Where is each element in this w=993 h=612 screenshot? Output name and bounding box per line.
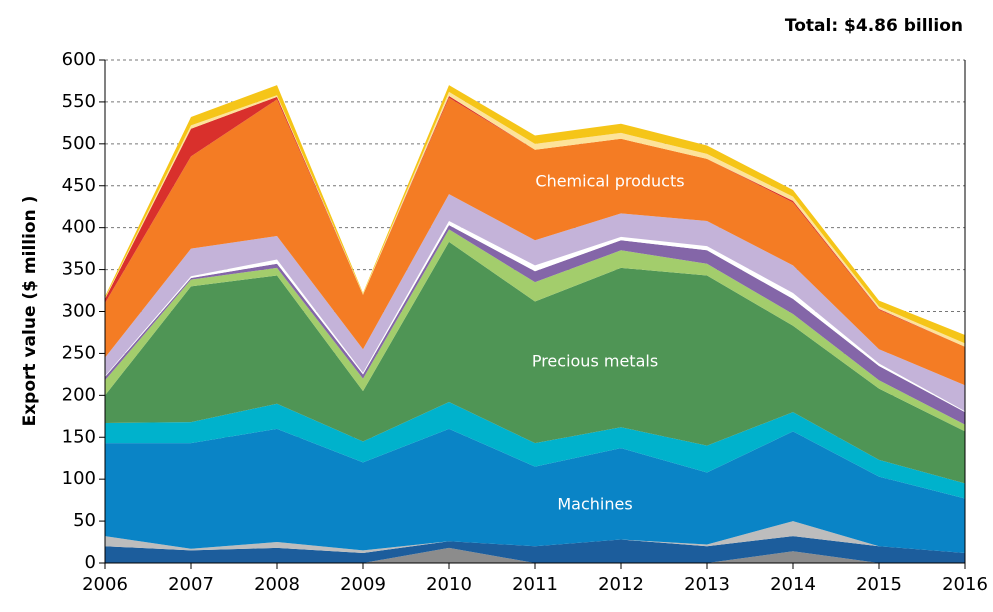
y-tick-label: 550	[62, 91, 96, 112]
area	[105, 225, 965, 425]
x-tick-label: 2015	[856, 574, 902, 595]
annotation: Chemical products	[535, 172, 684, 191]
y-tick-label: 0	[85, 552, 96, 573]
x-tick-label: 2006	[82, 574, 128, 595]
x-tick-label: 2016	[942, 574, 988, 595]
y-tick-label: 450	[62, 175, 96, 196]
y-tick-label: 350	[62, 259, 96, 280]
y-tick-label: 150	[62, 426, 96, 447]
x-tick-label: 2007	[168, 574, 214, 595]
area	[105, 428, 965, 553]
area	[105, 85, 965, 344]
x-tick-label: 2010	[426, 574, 472, 595]
area	[105, 97, 965, 386]
x-tick-label: 2013	[684, 574, 730, 595]
x-tick-label: 2009	[340, 574, 386, 595]
area	[105, 402, 965, 499]
chart-title: Total: $4.86 billion	[785, 16, 963, 36]
x-tick-label: 2011	[512, 574, 558, 595]
area	[105, 241, 965, 484]
x-tick-label: 2008	[254, 574, 300, 595]
x-tick-label: 2014	[770, 574, 816, 595]
y-tick-label: 500	[62, 133, 96, 154]
y-tick-label: 200	[62, 384, 96, 405]
area	[105, 194, 965, 412]
y-tick-label: 400	[62, 217, 96, 238]
annotation: Precious metals	[532, 352, 658, 371]
area	[105, 547, 965, 563]
x-tick-label: 2012	[598, 574, 644, 595]
y-tick-label: 100	[62, 468, 96, 489]
y-tick-label: 300	[62, 301, 96, 322]
area	[105, 521, 965, 553]
y-tick-label: 600	[62, 49, 96, 70]
y-axis-label: Export value ($ million )	[20, 196, 40, 427]
y-tick-label: 50	[73, 510, 96, 531]
y-tick-label: 250	[62, 342, 96, 363]
annotation: Machines	[557, 495, 632, 514]
area	[105, 536, 965, 563]
